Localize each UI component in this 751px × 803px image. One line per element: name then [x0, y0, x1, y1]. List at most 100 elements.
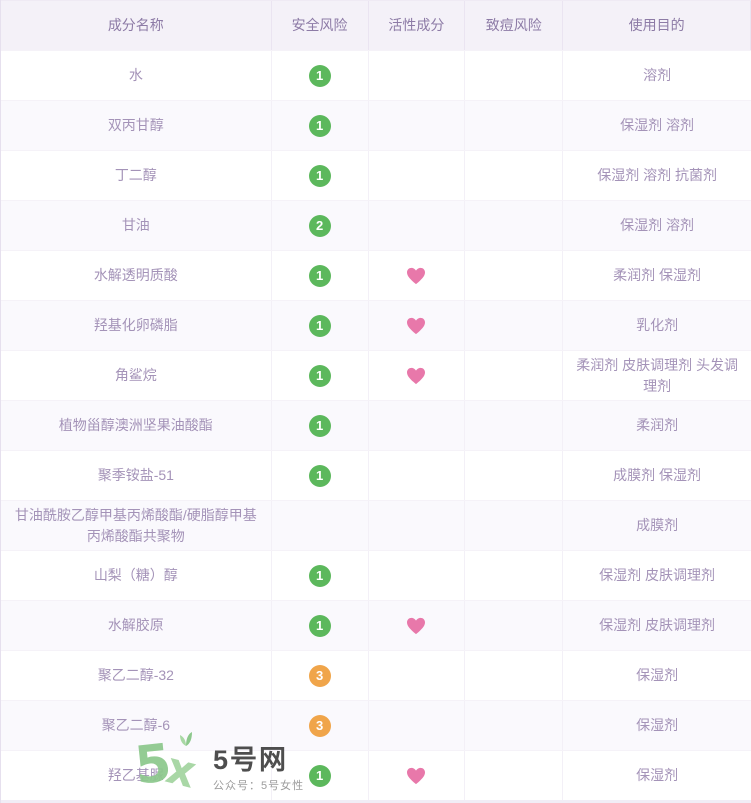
safety-risk-badge: 1: [308, 414, 331, 437]
table-row: 聚乙二醇-6 3 保湿剂: [1, 700, 751, 750]
cell-active-ingredient: [369, 301, 466, 350]
cell-active-ingredient: [369, 601, 466, 650]
table-row: 山梨（糖）醇 1 保湿剂 皮肤调理剂: [1, 550, 751, 600]
bottom-strip: [1, 800, 751, 803]
col-header-active-ingredient: 活性成分: [369, 1, 466, 50]
cell-acne-risk: [465, 201, 564, 250]
safety-risk-badge: 1: [308, 564, 331, 587]
table-row: 植物甾醇澳洲坚果油酸酯 1 柔润剂: [1, 400, 751, 450]
cell-active-ingredient: [369, 101, 466, 150]
cell-ingredient-name: 植物甾醇澳洲坚果油酸酯: [1, 401, 272, 450]
cell-safety-risk: 1: [272, 551, 369, 600]
cell-active-ingredient: [369, 701, 466, 750]
active-ingredient-heart-icon: [407, 617, 426, 634]
cell-safety-risk: [272, 501, 369, 550]
cell-ingredient-name: 水解胶原: [1, 601, 272, 650]
safety-risk-badge: 1: [308, 314, 331, 337]
cell-usage-purpose: 柔润剂: [636, 417, 679, 433]
safety-risk-badge: 1: [308, 764, 331, 787]
active-ingredient-heart-icon: [407, 317, 426, 334]
cell-active-ingredient: [369, 451, 466, 500]
table-row: 水 1 溶剂: [1, 50, 751, 100]
safety-risk-badge: 1: [308, 264, 331, 287]
table-row: 羟基化卵磷脂 1 乳化剂: [1, 300, 751, 350]
table-row: 聚乙二醇-32 3 保湿剂: [1, 650, 751, 700]
cell-safety-risk: 1: [272, 151, 369, 200]
table-row: 甘油 2 保湿剂 溶剂: [1, 200, 751, 250]
cell-active-ingredient: [369, 201, 466, 250]
cell-ingredient-name: 聚乙二醇-6: [1, 701, 272, 750]
cell-safety-risk: 1: [272, 101, 369, 150]
cell-ingredient-name: 聚乙二醇-32: [1, 651, 272, 700]
cell-ingredient-name: 丁二醇: [1, 151, 272, 200]
cell-acne-risk: [465, 401, 564, 450]
cell-acne-risk: [465, 251, 564, 300]
col-header-safety-risk: 安全风险: [272, 1, 369, 50]
cell-acne-risk: [465, 51, 564, 100]
cell-active-ingredient: [369, 151, 466, 200]
safety-risk-badge: 1: [308, 364, 331, 387]
table-row: 聚季铵盐-51 1 成膜剂 保湿剂: [1, 450, 751, 500]
col-header-ingredient-name: 成分名称: [1, 1, 272, 50]
cell-ingredient-name: 羟基化卵磷脂: [1, 301, 272, 350]
cell-acne-risk: [465, 701, 564, 750]
cell-safety-risk: 1: [272, 251, 369, 300]
cell-active-ingredient: [369, 401, 466, 450]
active-ingredient-heart-icon: [407, 767, 426, 784]
cell-acne-risk: [465, 751, 564, 800]
cell-acne-risk: [465, 351, 564, 400]
cell-usage-purpose: 保湿剂 皮肤调理剂: [599, 617, 716, 633]
cell-active-ingredient: [369, 751, 466, 800]
cell-safety-risk: 1: [272, 401, 369, 450]
cell-acne-risk: [465, 301, 564, 350]
cell-usage-purpose: 保湿剂: [636, 767, 679, 783]
cell-ingredient-name: 聚季铵盐-51: [1, 451, 272, 500]
cell-active-ingredient: [369, 651, 466, 700]
safety-risk-badge: 1: [308, 614, 331, 637]
cell-usage-purpose: 保湿剂: [636, 667, 679, 683]
cell-active-ingredient: [369, 251, 466, 300]
cell-safety-risk: 3: [272, 701, 369, 750]
cell-ingredient-name: 山梨（糖）醇: [1, 551, 272, 600]
safety-risk-badge: 1: [308, 164, 331, 187]
cell-acne-risk: [465, 501, 564, 550]
cell-usage-purpose: 柔润剂 保湿剂: [613, 267, 702, 283]
cell-safety-risk: 3: [272, 651, 369, 700]
cell-acne-risk: [465, 651, 564, 700]
safety-risk-badge: 1: [308, 64, 331, 87]
cell-safety-risk: 2: [272, 201, 369, 250]
cell-ingredient-name: 水解透明质酸: [1, 251, 272, 300]
table-row: 角鲨烷 1 柔润剂 皮肤调理剂 头发调理剂: [1, 350, 751, 400]
cell-usage-purpose: 保湿剂 皮肤调理剂: [599, 567, 716, 583]
cell-ingredient-name: 羟乙基脲: [1, 751, 272, 800]
cell-usage-purpose: 乳化剂: [636, 317, 679, 333]
safety-risk-badge: 1: [308, 464, 331, 487]
cell-ingredient-name: 角鲨烷: [1, 351, 272, 400]
cell-usage-purpose: 保湿剂: [636, 717, 679, 733]
safety-risk-badge: 1: [308, 114, 331, 137]
active-ingredient-heart-icon: [407, 367, 426, 384]
cell-ingredient-name: 水: [1, 51, 272, 100]
table-row: 甘油酰胺乙醇甲基丙烯酸酯/硬脂醇甲基丙烯酸酯共聚物 成膜剂: [1, 500, 751, 550]
cell-acne-risk: [465, 151, 564, 200]
cell-ingredient-name: 双丙甘醇: [1, 101, 272, 150]
cell-active-ingredient: [369, 501, 466, 550]
cell-usage-purpose: 柔润剂 皮肤调理剂 头发调理剂: [576, 356, 738, 394]
cell-active-ingredient: [369, 351, 466, 400]
table-row: 羟乙基脲 1 保湿剂: [1, 750, 751, 800]
cell-safety-risk: 1: [272, 351, 369, 400]
cell-usage-purpose: 成膜剂: [636, 517, 679, 533]
cell-acne-risk: [465, 101, 564, 150]
table-body: 水 1 溶剂 双丙甘醇 1 保湿剂 溶剂丁二醇 1 保湿剂 溶剂 抗菌剂甘油 2 保湿剂 溶剂 水解…: [1, 50, 751, 800]
safety-risk-badge: 3: [308, 714, 331, 737]
cell-usage-purpose: 保湿剂 溶剂 抗菌剂: [597, 167, 717, 183]
cell-usage-purpose: 溶剂: [643, 67, 672, 83]
cell-safety-risk: 1: [272, 601, 369, 650]
cell-acne-risk: [465, 551, 564, 600]
cell-acne-risk: [465, 451, 564, 500]
active-ingredient-heart-icon: [407, 267, 426, 284]
cell-ingredient-name: 甘油酰胺乙醇甲基丙烯酸酯/硬脂醇甲基丙烯酸酯共聚物: [1, 501, 272, 550]
cell-safety-risk: 1: [272, 751, 369, 800]
cell-active-ingredient: [369, 551, 466, 600]
